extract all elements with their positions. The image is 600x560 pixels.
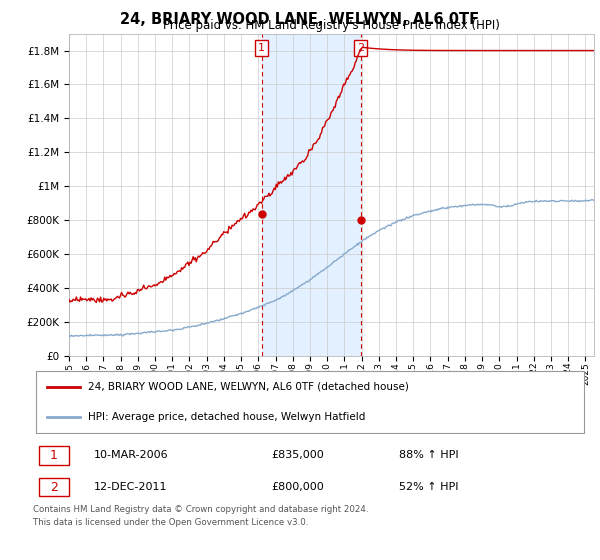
Title: Price paid vs. HM Land Registry's House Price Index (HPI): Price paid vs. HM Land Registry's House …: [163, 20, 500, 32]
FancyBboxPatch shape: [38, 478, 69, 497]
FancyBboxPatch shape: [38, 446, 69, 465]
Text: £800,000: £800,000: [272, 482, 325, 492]
Text: 10-MAR-2006: 10-MAR-2006: [94, 450, 169, 460]
Text: HPI: Average price, detached house, Welwyn Hatfield: HPI: Average price, detached house, Welw…: [89, 412, 366, 422]
Text: 88% ↑ HPI: 88% ↑ HPI: [400, 450, 459, 460]
Text: 1: 1: [258, 43, 265, 53]
Text: 2: 2: [50, 480, 58, 493]
FancyBboxPatch shape: [36, 371, 584, 433]
Text: £835,000: £835,000: [272, 450, 325, 460]
Text: 12-DEC-2011: 12-DEC-2011: [94, 482, 167, 492]
Text: 24, BRIARY WOOD LANE, WELWYN, AL6 0TF (detached house): 24, BRIARY WOOD LANE, WELWYN, AL6 0TF (d…: [89, 382, 409, 392]
Text: 1: 1: [50, 449, 58, 462]
Bar: [262, 34, 361, 356]
Text: 2: 2: [357, 43, 364, 53]
Text: 24, BRIARY WOOD LANE, WELWYN, AL6 0TF: 24, BRIARY WOOD LANE, WELWYN, AL6 0TF: [121, 12, 479, 27]
Text: Contains HM Land Registry data © Crown copyright and database right 2024.
This d: Contains HM Land Registry data © Crown c…: [33, 505, 368, 526]
Text: 52% ↑ HPI: 52% ↑ HPI: [400, 482, 459, 492]
